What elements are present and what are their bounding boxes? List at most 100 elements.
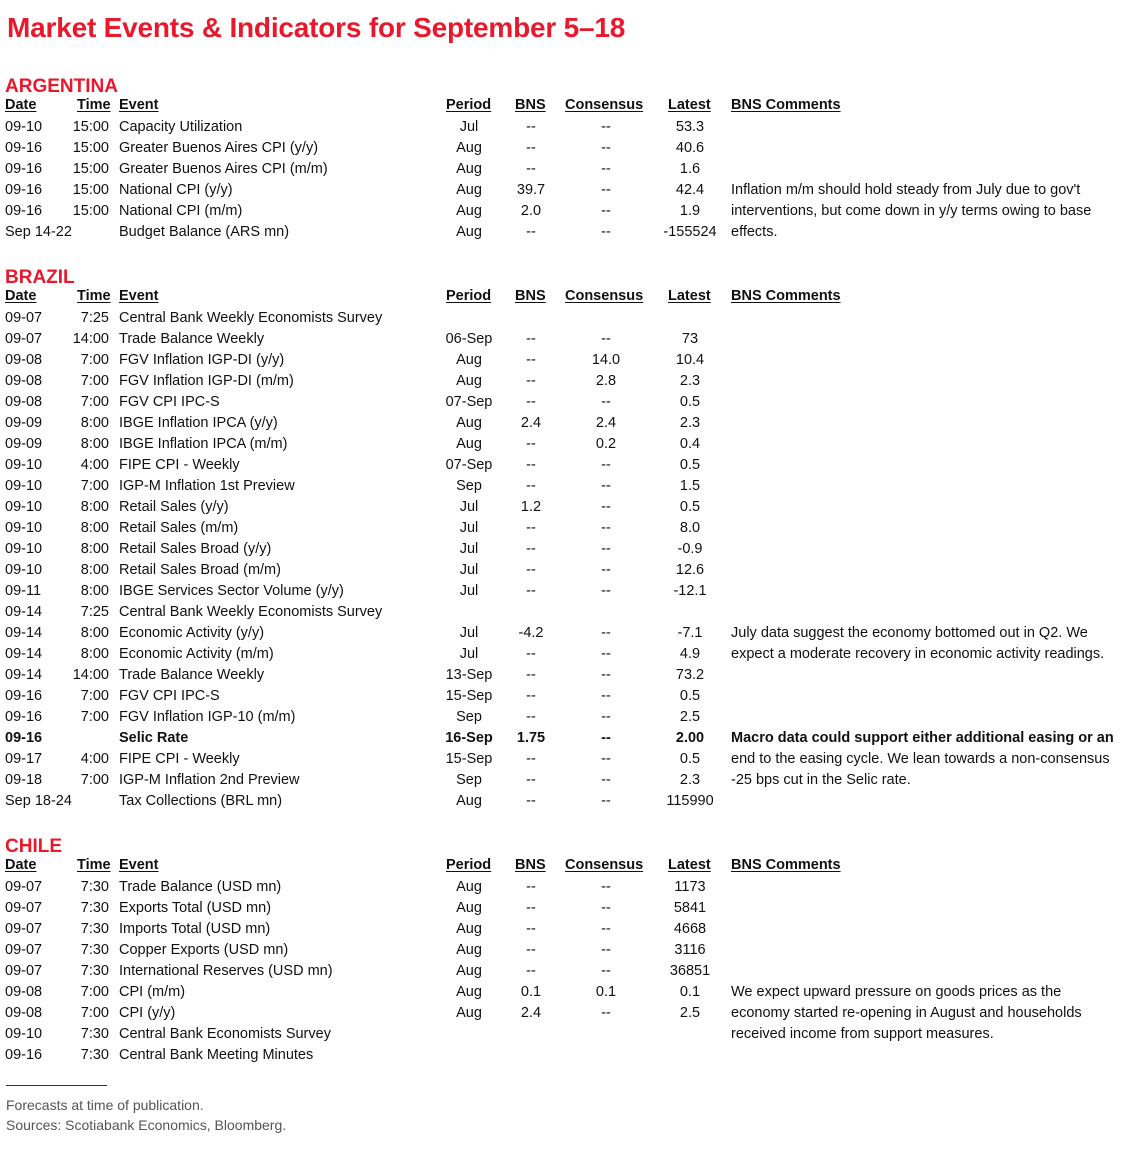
cell-latest: 115990 <box>666 793 714 809</box>
cell-period: Aug <box>456 224 482 240</box>
cell-time: 7:00 <box>80 772 109 788</box>
cell-date: 09-16 <box>5 161 43 177</box>
cell-period: 07-Sep <box>445 394 493 410</box>
header-event: Event <box>119 288 159 304</box>
header-comment: BNS Comments <box>731 857 841 873</box>
cell-date: 09-14 <box>5 667 43 683</box>
header-bns: BNS <box>515 288 546 304</box>
cell-date: 09-08 <box>5 984 43 1000</box>
cell-period: Jul <box>459 499 479 515</box>
cell-consensus: -- <box>601 140 611 156</box>
cell-comment: Macro data could support either addition… <box>731 730 1114 746</box>
table-row: 09-16 15:00 Greater Buenos Aires CPI (m/m)… <box>0 159 1148 180</box>
cell-date: 09-16 <box>5 688 43 704</box>
cell-time: 7:25 <box>80 604 109 620</box>
header-period: Period <box>446 288 492 304</box>
cell-latest: 0.5 <box>679 457 701 473</box>
cell-event: FIPE CPI - Weekly <box>119 751 240 767</box>
cell-bns: -- <box>526 562 536 578</box>
header-latest: Latest <box>668 857 711 873</box>
cell-event: IBGE Inflation IPCA (y/y) <box>119 415 278 431</box>
cell-period: Jul <box>459 583 479 599</box>
cell-period: Jul <box>459 119 479 135</box>
cell-time: 7:30 <box>80 1026 109 1042</box>
footnote: Forecasts at time of publication. <box>6 1097 204 1113</box>
cell-consensus: -- <box>601 457 611 473</box>
cell-time: 7:00 <box>80 688 109 704</box>
cell-bns: -- <box>526 879 536 895</box>
cell-comment: Inflation m/m should hold steady from Ju… <box>731 182 1081 198</box>
table-row: 09-10 15:00 Capacity Utilization Jul -- -- 53.… <box>0 117 1148 138</box>
cell-bns: -- <box>526 520 536 536</box>
cell-bns: -- <box>526 478 536 494</box>
cell-event: Retail Sales (y/y) <box>119 499 229 515</box>
cell-event: FGV CPI IPC-S <box>119 688 220 704</box>
header-consensus: Consensus <box>565 288 644 304</box>
cell-bns: -- <box>526 140 536 156</box>
table-row: Sep 18-24 Tax Collections (BRL mn) Aug -- --… <box>0 791 1148 812</box>
cell-consensus: 0.2 <box>595 436 617 452</box>
cell-time: 4:00 <box>80 751 109 767</box>
header-date: Date <box>5 288 37 304</box>
cell-bns: -- <box>526 963 536 979</box>
cell-event: Retail Sales Broad (m/m) <box>119 562 281 578</box>
header-time: Time <box>77 97 111 113</box>
cell-date: 09-16 <box>5 730 43 746</box>
cell-bns: -- <box>526 942 536 958</box>
cell-comment: -25 bps cut in the Selic rate. <box>731 772 911 788</box>
footnote-divider <box>6 1085 107 1086</box>
cell-latest: 0.1 <box>679 984 701 1000</box>
cell-consensus: -- <box>601 772 611 788</box>
table-row: 09-10 8:00 Retail Sales Broad (y/y) Jul -- --… <box>0 539 1148 560</box>
cell-event: FIPE CPI - Weekly <box>119 457 240 473</box>
table-row: 09-10 8:00 Retail Sales (y/y) Jul 1.2 -- 0.5 <box>0 497 1148 518</box>
cell-latest: 1.5 <box>679 478 701 494</box>
table-row: 09-16 7:00 FGV CPI IPC-S 15-Sep -- -- 0.5 <box>0 686 1148 707</box>
cell-date: 09-16 <box>5 1047 43 1063</box>
cell-event: FGV Inflation IGP-DI (m/m) <box>119 373 294 389</box>
cell-event: Retail Sales Broad (y/y) <box>119 541 272 557</box>
cell-consensus: -- <box>601 963 611 979</box>
cell-date: 09-10 <box>5 520 43 536</box>
cell-consensus: -- <box>601 541 611 557</box>
cell-time: 4:00 <box>80 457 109 473</box>
cell-latest: 12.6 <box>675 562 705 578</box>
cell-bns: 1.2 <box>520 499 542 515</box>
cell-date: 09-10 <box>5 499 43 515</box>
cell-latest: 0.5 <box>679 688 701 704</box>
cell-date: 09-10 <box>5 478 43 494</box>
cell-bns: 2.4 <box>520 415 542 431</box>
cell-consensus: -- <box>601 730 611 746</box>
cell-time: 7:30 <box>80 900 109 916</box>
cell-consensus: -- <box>601 583 611 599</box>
cell-consensus: -- <box>601 562 611 578</box>
cell-latest: 2.00 <box>675 730 705 746</box>
cell-event: Economic Activity (m/m) <box>119 646 274 662</box>
sources: Sources: Scotiabank Economics, Bloomberg… <box>6 1117 287 1133</box>
cell-bns: -- <box>526 793 536 809</box>
cell-bns: -- <box>526 772 536 788</box>
cell-latest: 73 <box>681 331 699 347</box>
cell-date: 09-08 <box>5 352 43 368</box>
header-latest: Latest <box>668 288 711 304</box>
header-consensus: Consensus <box>565 97 644 113</box>
cell-bns: -- <box>526 900 536 916</box>
cell-time: 7:00 <box>80 984 109 1000</box>
cell-date: 09-16 <box>5 709 43 725</box>
cell-period: Aug <box>456 879 482 895</box>
cell-latest: 42.4 <box>675 182 705 198</box>
cell-comment: We expect upward pressure on goods price… <box>731 984 1062 1000</box>
table-row: 09-08 7:00 CPI (m/m) Aug 0.1 0.1 0.1 We expect … <box>0 982 1148 1003</box>
table-row: 09-14 14:00 Trade Balance Weekly 13-Sep -- --… <box>0 665 1148 686</box>
table-row: 09-07 7:30 Trade Balance (USD mn) Aug -- -- 11… <box>0 877 1148 898</box>
cell-time: 8:00 <box>80 415 109 431</box>
cell-latest: 1.6 <box>679 161 701 177</box>
cell-event: Central Bank Weekly Economists Survey <box>119 310 383 326</box>
cell-time: 7:30 <box>80 879 109 895</box>
cell-date: 09-08 <box>5 1005 43 1021</box>
cell-latest: 8.0 <box>679 520 701 536</box>
cell-period: Aug <box>456 373 482 389</box>
cell-consensus: -- <box>601 520 611 536</box>
cell-bns: -- <box>526 646 536 662</box>
cell-period: Jul <box>459 541 479 557</box>
